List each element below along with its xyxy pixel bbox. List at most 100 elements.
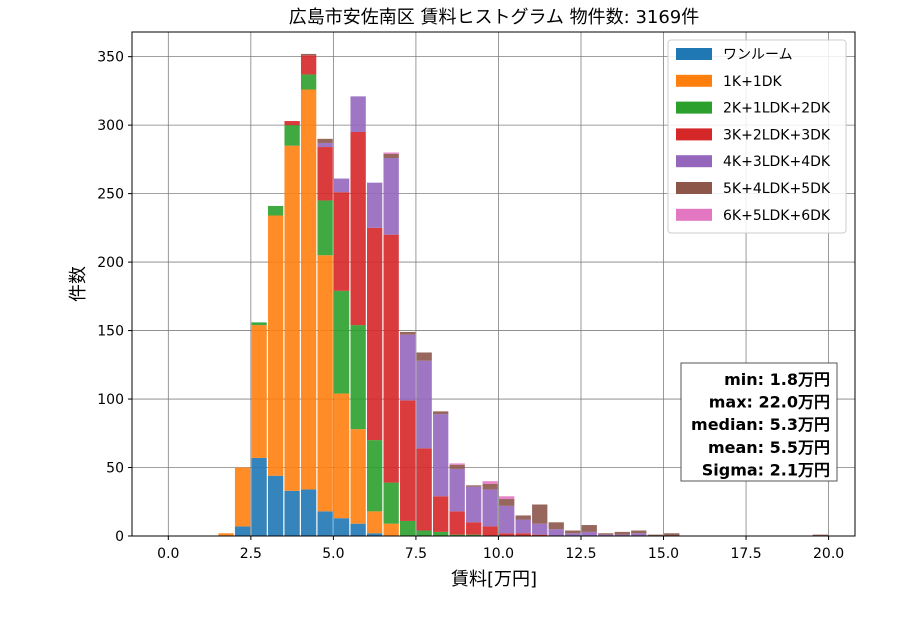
histogram-bar — [400, 331, 416, 335]
stats-line: Sigma: 2.1万円 — [702, 460, 830, 479]
x-tick-label: 10.0 — [483, 546, 514, 562]
stats-line: mean: 5.5万円 — [708, 438, 830, 457]
histogram-bar — [581, 525, 597, 532]
y-tick-label: 300 — [97, 118, 124, 134]
histogram-bar — [284, 490, 300, 536]
histogram-bar — [300, 74, 317, 90]
x-tick-label: 2.5 — [240, 546, 262, 562]
histogram-bar — [267, 475, 284, 536]
histogram-bar — [383, 153, 399, 158]
x-tick-label: 15.0 — [648, 546, 679, 562]
histogram-bar — [449, 511, 465, 535]
legend-label: ワンルーム — [723, 47, 793, 63]
histogram-bar — [317, 138, 333, 143]
histogram-bar — [333, 393, 350, 519]
histogram-bar — [598, 534, 614, 536]
y-tick-label: 100 — [97, 392, 124, 408]
legend: ワンルーム 1K+1DK 2K+1LDK+2DK 3K+2LDK+3DK 4K+3LDK… — [667, 39, 847, 234]
histogram-bar — [366, 511, 383, 534]
histogram-bar — [400, 334, 416, 401]
histogram-bar — [366, 533, 383, 536]
histogram-bar — [317, 147, 333, 201]
histogram-bar — [482, 489, 498, 527]
stats-box-frame — [680, 362, 838, 482]
histogram-bar — [614, 531, 630, 535]
legend-label: 6K+5LDK+6DK — [723, 208, 831, 224]
x-axis-ticks: 0.0 2.5 5.0 7.5 10.0 12.5 15.0 17.5 20.0 — [157, 536, 844, 562]
histogram-bar — [499, 499, 515, 506]
histogram-bar — [333, 290, 350, 394]
y-axis-ticks: 0 50 100 150 200 250 300 350 — [97, 50, 132, 545]
histogram-bar — [449, 464, 465, 469]
histogram-bar — [234, 526, 251, 536]
histogram-bar — [350, 131, 366, 326]
x-tick-label: 5.0 — [322, 546, 344, 562]
histogram-bar — [300, 55, 317, 75]
histogram-bar — [499, 533, 515, 536]
histogram-bar — [333, 192, 350, 291]
histogram-bar — [532, 504, 548, 524]
y-tick-label: 200 — [97, 255, 124, 271]
legend-swatch — [676, 101, 712, 114]
x-axis-label: 賃料[万円] — [451, 569, 537, 590]
y-tick-label: 0 — [115, 529, 124, 545]
histogram-bar — [466, 486, 482, 523]
stats-line: median: 5.3万円 — [691, 415, 830, 434]
histogram-bar — [366, 440, 383, 512]
histogram-bar — [466, 485, 482, 487]
histogram-bar — [499, 496, 515, 500]
y-tick-label: 350 — [97, 50, 124, 66]
histogram-bar — [548, 522, 564, 530]
histogram-bar — [598, 533, 614, 535]
histogram-bar — [400, 520, 416, 536]
histogram-bar — [466, 534, 482, 536]
histogram-bar — [333, 178, 350, 193]
histogram-bar — [317, 511, 333, 536]
histogram-bar — [515, 515, 531, 520]
histogram-bar — [631, 533, 647, 536]
x-tick-label: 0.0 — [157, 546, 179, 562]
histogram-bar — [350, 523, 366, 536]
histogram-bar — [565, 530, 581, 534]
histogram-bar — [284, 145, 300, 491]
histogram-bar — [548, 529, 564, 536]
legend-box — [667, 39, 847, 234]
histogram-bar — [300, 89, 317, 490]
histogram-bar — [449, 463, 465, 465]
histogram-bar — [317, 142, 333, 148]
legend-label: 2K+1LDK+2DK — [723, 101, 831, 117]
histogram-bar — [317, 255, 333, 512]
histogram-bar — [284, 125, 300, 146]
histogram-bar — [614, 534, 630, 536]
legend-label: 4K+3LDK+4DK — [723, 154, 831, 170]
histogram-bar — [251, 325, 267, 458]
histogram-bar — [383, 158, 399, 235]
histogram-bar — [366, 182, 383, 228]
histogram-bar — [333, 518, 350, 536]
histogram-bar — [251, 322, 267, 326]
legend-label: 3K+2LDK+3DK — [723, 127, 831, 143]
histogram-bar — [300, 53, 317, 56]
histogram-bar — [383, 482, 399, 524]
y-tick-label: 50 — [106, 461, 124, 477]
histogram-bar — [433, 411, 449, 415]
histogram-bar — [515, 533, 531, 536]
stats-box: min: 1.8万円 max: 22.0万円 median: 5.3万円 mean: … — [680, 362, 838, 482]
stats-line: max: 22.0万円 — [709, 393, 830, 412]
histogram-bar — [532, 534, 548, 536]
histogram-bar — [267, 215, 284, 476]
histogram-bar — [581, 531, 597, 536]
histogram-bar — [515, 519, 531, 534]
histogram-bar — [350, 325, 366, 430]
y-axis-label: 件数 — [68, 266, 89, 302]
histogram-bar — [400, 400, 416, 521]
histogram-bar — [482, 526, 498, 536]
plot-frame — [131, 31, 856, 537]
legend-swatch — [676, 74, 712, 87]
histogram-bar — [449, 468, 465, 512]
histogram-bar — [812, 534, 828, 536]
histogram-bar — [647, 534, 663, 536]
histogram-bar — [416, 448, 432, 531]
histogram-bar — [433, 531, 449, 536]
